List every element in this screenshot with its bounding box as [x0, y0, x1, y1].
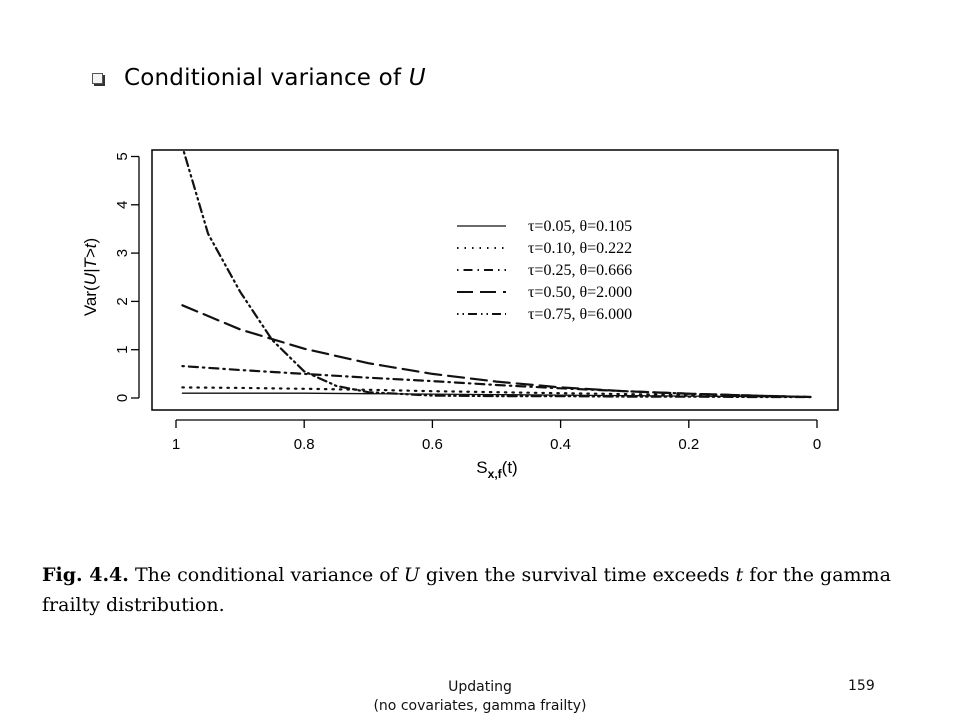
slide-heading: Conditionial variance of U [124, 65, 426, 91]
footer-line-2: (no covariates, gamma frailty) [373, 698, 587, 714]
y-tick-label: 0 [114, 394, 131, 402]
series-line-4 [181, 304, 812, 399]
plot-frame [151, 149, 839, 411]
figure-caption: Fig. 4.4. The conditional variance of U … [42, 560, 922, 620]
legend-label-3: τ=0.25, θ=0.666 [528, 262, 632, 279]
caption-text-3: for the gamma frailty distribution. [42, 564, 891, 616]
legend-label-5: τ=0.75, θ=6.000 [528, 306, 632, 323]
y-tick-label: 2 [114, 297, 131, 305]
x-tick-label: 0.2 [678, 436, 699, 453]
series-line-1 [181, 392, 812, 398]
legend-label-2: τ=0.10, θ=0.222 [528, 240, 632, 257]
y-tick-label: 5 [114, 152, 131, 160]
x-tick-label: 0.4 [550, 436, 571, 453]
y-tick-label: 3 [114, 249, 131, 257]
y-tick-label: 1 [114, 346, 131, 354]
footer-line-1: Updating [448, 679, 512, 695]
legend-layer: τ=0.05, θ=0.105 τ=0.10, θ=0.222 τ=0.25, θ=… [457, 218, 632, 323]
x-tick-label: 0.6 [422, 436, 443, 453]
series-line-2 [181, 386, 812, 399]
heading-variable: U [408, 65, 426, 91]
legend-label-4: τ=0.50, θ=2.000 [528, 284, 632, 301]
page-number: 159 [848, 678, 875, 694]
x-tick-label: 0.8 [294, 436, 315, 453]
x-axis-label: Sx,f(t) [476, 458, 517, 481]
x-tick-label: 0 [813, 436, 821, 453]
series-layer [181, 150, 812, 399]
bullet-heading: Conditionial variance of U [92, 60, 426, 96]
caption-var-u: U [403, 564, 420, 586]
y-axis-label: Var(U|T>t) [81, 238, 100, 316]
footer-title: Updating (no covariates, gamma frailty) [330, 678, 630, 716]
series-line-5 [182, 150, 812, 399]
square-bullet-icon [92, 72, 103, 84]
caption-text-1: The conditional variance of [134, 564, 398, 586]
heading-text: Conditionial variance of [124, 65, 409, 91]
legend-label-1: τ=0.05, θ=0.105 [528, 218, 632, 235]
axes-layer: 1 0.8 0.6 0.4 0.2 0 0 1 2 3 4 5 Sx,f(t) Var(U|T>t) [81, 149, 839, 481]
caption-var-t: t [735, 564, 744, 586]
x-tick-label: 1 [172, 436, 180, 453]
figure-label: Fig. 4.4. [42, 564, 129, 586]
caption-text-2: given the survival time exceeds [425, 564, 730, 586]
y-tick-label: 4 [114, 201, 131, 209]
